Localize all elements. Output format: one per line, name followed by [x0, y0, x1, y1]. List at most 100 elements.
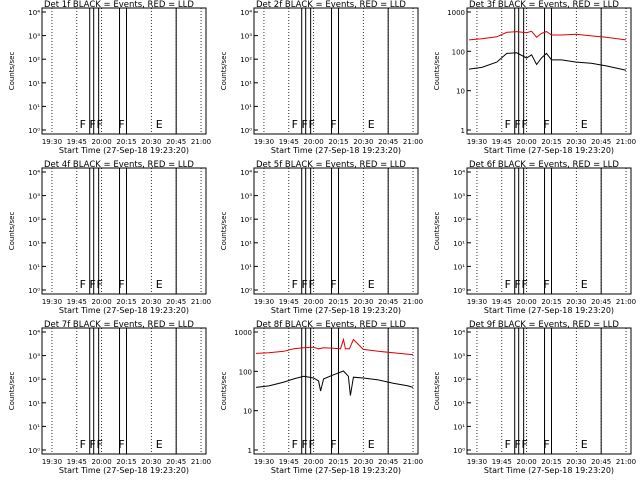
- x-tick-label: 21:00: [403, 458, 423, 466]
- x-tick-label: 19:30: [42, 298, 62, 306]
- x-tick-label: 20:30: [141, 298, 161, 306]
- flag-letter: E: [368, 438, 375, 451]
- y-tick-label: 10⁴: [240, 169, 252, 177]
- x-tick-label: 19:30: [254, 298, 274, 306]
- y-axis-label: Counts/sec: [220, 212, 228, 251]
- y-tick-label: 10³: [28, 33, 40, 41]
- flag-letter: F: [330, 118, 336, 131]
- x-tick-label: 21:00: [191, 298, 211, 306]
- flag-letter: F: [521, 438, 527, 451]
- x-tick-label: 19:45: [279, 298, 299, 306]
- x-tick-label: 20:45: [166, 298, 186, 306]
- flag-letter: F: [90, 118, 96, 131]
- x-tick-label: 19:45: [67, 458, 87, 466]
- series-line-events: [468, 52, 627, 71]
- x-tick-label: 20:15: [541, 138, 561, 146]
- flag-letter: F: [292, 438, 298, 451]
- panel-det-4: Det 4f BLACK = Events, RED = LLD 19:30 19:…: [8, 160, 211, 315]
- y-axis-label: Counts/sec: [220, 52, 228, 91]
- x-tick-label: 20:15: [116, 298, 136, 306]
- plot-frame: [466, 327, 632, 455]
- y-tick-label: 1: [248, 447, 252, 455]
- flag-letter: F: [118, 278, 124, 291]
- y-tick-label: 10⁴: [28, 9, 40, 17]
- y-tick-label: 10³: [453, 353, 465, 361]
- series-line-lld: [255, 337, 414, 356]
- y-tick-label: 10⁴: [240, 9, 252, 17]
- x-tick-label: 20:30: [566, 298, 586, 306]
- flag-letter: F: [515, 438, 521, 451]
- plot-frame: [41, 7, 207, 135]
- x-tick-label: 19:30: [254, 138, 274, 146]
- y-tick-label: 10¹: [28, 103, 40, 111]
- x-tick-label: 20:45: [591, 458, 611, 466]
- flag-letter: E: [156, 118, 163, 131]
- panel-title: Det 2f BLACK = Events, RED = LLD: [256, 0, 406, 10]
- panel-det-1: Det 1f BLACK = Events, RED = LLD 19:30 19:…: [8, 0, 211, 155]
- x-tick-label: 20:15: [328, 458, 348, 466]
- x-tick-label: 20:15: [541, 298, 561, 306]
- x-tick-label: 19:45: [279, 138, 299, 146]
- panel-title: Det 6f BLACK = Events, RED = LLD: [469, 160, 619, 170]
- flag-letter: F: [505, 278, 511, 291]
- x-tick-label: 20:00: [304, 138, 324, 146]
- y-tick-label: 10⁰: [240, 287, 252, 295]
- y-tick-label: 10⁴: [453, 329, 465, 337]
- x-tick-label: 20:45: [378, 298, 398, 306]
- panel-title: Det 1f BLACK = Events, RED = LLD: [44, 0, 194, 10]
- y-tick-label: 10²: [28, 216, 40, 224]
- x-tick-label: 20:45: [378, 138, 398, 146]
- flag-letter: F: [96, 118, 102, 131]
- y-tick-label: 10¹: [453, 240, 465, 248]
- panel-det-9: Det 9f BLACK = Events, RED = LLD 19:30 19:…: [433, 320, 636, 475]
- x-tick-label: 20:45: [166, 138, 186, 146]
- x-tick-label: 19:45: [67, 138, 87, 146]
- x-tick-label: 20:00: [517, 138, 537, 146]
- x-tick-label: 20:15: [541, 458, 561, 466]
- panel-det-3: Det 3f BLACK = Events, RED = LLD 19:30 19:…: [433, 0, 636, 155]
- x-tick-label: 20:00: [92, 458, 112, 466]
- x-tick-label: 20:30: [566, 458, 586, 466]
- panel-title: Det 7f BLACK = Events, RED = LLD: [44, 320, 194, 330]
- y-axis-label: Counts/sec: [8, 372, 16, 411]
- y-tick-label: 10²: [240, 56, 252, 64]
- flag-letter: E: [581, 278, 588, 291]
- x-tick-label: 20:45: [166, 458, 186, 466]
- x-tick-label: 19:30: [467, 458, 487, 466]
- y-tick-label: 10¹: [28, 240, 40, 248]
- y-tick-label: 10¹: [240, 103, 252, 111]
- flag-letter: F: [90, 438, 96, 451]
- x-tick-label: 21:00: [191, 458, 211, 466]
- x-tick-label: 19:45: [492, 458, 512, 466]
- y-tick-label: 10: [243, 408, 252, 416]
- flag-letter: F: [505, 118, 511, 131]
- series-line-lld: [468, 30, 627, 41]
- y-tick-label: 10¹: [28, 263, 40, 271]
- y-tick-label: 100: [452, 48, 465, 56]
- y-axis-label: Counts/sec: [8, 52, 16, 91]
- panel-title: Det 4f BLACK = Events, RED = LLD: [44, 160, 194, 170]
- plot-frame: [466, 167, 632, 295]
- flag-letter: F: [308, 278, 314, 291]
- x-tick-label: 20:00: [92, 298, 112, 306]
- x-tick-label: 20:15: [116, 458, 136, 466]
- x-tick-label: 21:00: [616, 138, 636, 146]
- flag-letter: F: [80, 438, 86, 451]
- flag-letter: F: [118, 118, 124, 131]
- y-tick-label: 1000: [234, 329, 252, 337]
- y-tick-label: 10¹: [28, 80, 40, 88]
- x-tick-label: 20:00: [517, 458, 537, 466]
- x-tick-label: 20:30: [353, 298, 373, 306]
- panel-title: Det 9f BLACK = Events, RED = LLD: [469, 320, 619, 330]
- flag-letter: F: [80, 278, 86, 291]
- series-line-events: [255, 370, 414, 396]
- x-tick-label: 20:45: [591, 298, 611, 306]
- x-tick-label: 20:30: [353, 458, 373, 466]
- x-tick-label: 21:00: [616, 298, 636, 306]
- x-tick-label: 21:00: [616, 458, 636, 466]
- x-tick-label: 21:00: [191, 138, 211, 146]
- y-tick-label: 10³: [240, 193, 252, 201]
- plot-frame: [253, 167, 419, 295]
- y-tick-label: 10: [456, 88, 465, 96]
- panel-det-2: Det 2f BLACK = Events, RED = LLD 19:30 19:…: [220, 0, 423, 155]
